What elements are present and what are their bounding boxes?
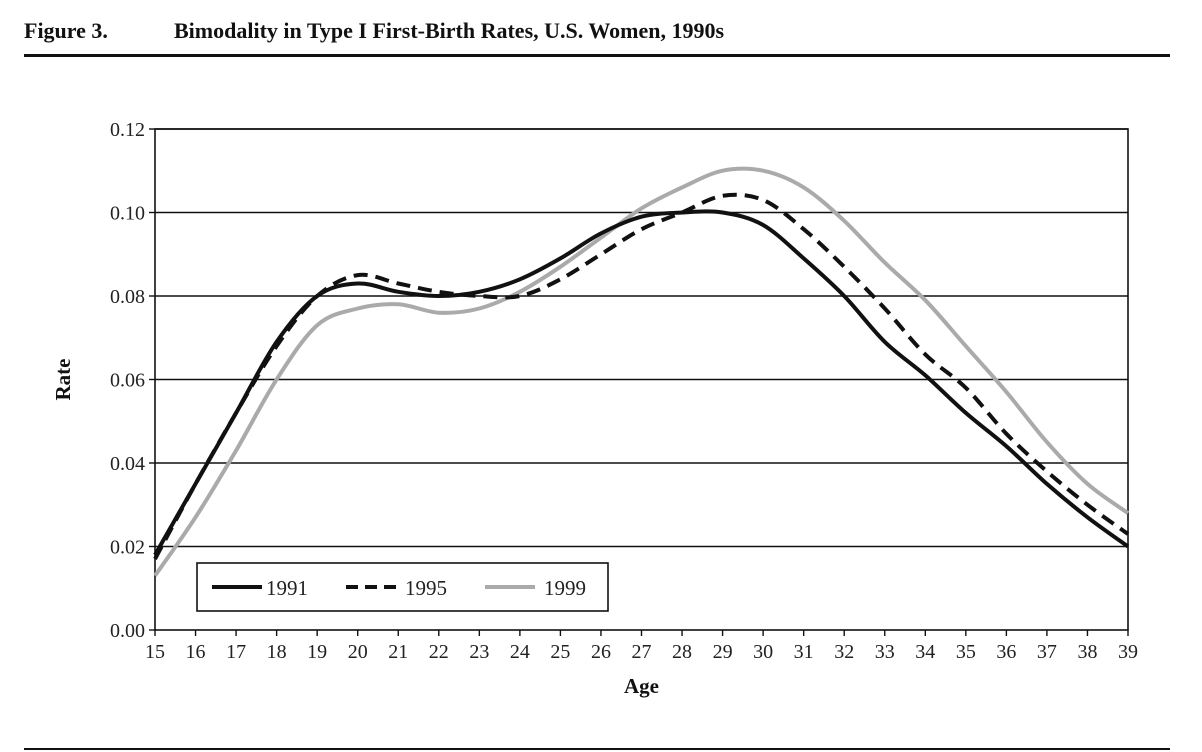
x-tick-label: 37	[1037, 641, 1057, 663]
y-axis-title: Rate	[51, 359, 75, 401]
y-tick-label: 0.08	[110, 286, 145, 308]
y-tick-label: 0.00	[110, 620, 145, 642]
y-tick-label: 0.06	[110, 370, 145, 392]
x-tick-label: 39	[1118, 641, 1138, 663]
x-tick-label: 20	[348, 641, 368, 663]
x-tick-label: 31	[794, 641, 814, 663]
x-tick-label: 29	[713, 641, 733, 663]
x-tick-label: 17	[226, 641, 246, 663]
x-tick-label: 25	[550, 641, 570, 663]
grid-lines	[155, 128, 1128, 548]
x-tick-label: 27	[632, 641, 652, 663]
y-tick-label: 0.10	[110, 203, 145, 225]
legend-box	[196, 562, 609, 612]
figure-title: Bimodality in Type I First-Birth Rates, …	[174, 18, 725, 43]
x-tick-label: 35	[956, 641, 976, 663]
x-tick-label: 32	[834, 641, 854, 663]
x-tick-label: 30	[753, 641, 773, 663]
axes: 0.00 0.02 0.04 0.06 0.08 0.10 0.12 15 16 17 18 19 20…	[51, 119, 1138, 698]
legend-label-1995: 1995	[405, 576, 447, 600]
figure-label: Figure 3.	[24, 18, 108, 43]
x-tick-label: 23	[469, 641, 489, 663]
x-tick-label: 21	[388, 641, 408, 663]
x-axis-title: Age	[624, 674, 659, 698]
y-tick-label: 0.04	[110, 453, 145, 475]
series-lines	[153, 166, 1130, 577]
x-tick-label: 38	[1077, 641, 1097, 663]
x-tick-label: 36	[996, 641, 1016, 663]
series-line-1999	[153, 166, 1130, 577]
top-rule	[24, 54, 1170, 57]
figure-header: Figure 3. Bimodality in Type I First-Bir…	[24, 14, 1170, 54]
x-tick-label: 28	[672, 641, 692, 663]
x-tick-label: 22	[429, 641, 449, 663]
legend-label-1999: 1999	[544, 576, 586, 600]
series-line-1995	[153, 192, 1130, 560]
legend: 1991 1995 1999	[196, 562, 609, 612]
y-tick-label: 0.02	[110, 537, 145, 559]
x-tick-label: 26	[591, 641, 611, 663]
bottom-rule	[24, 748, 1170, 750]
y-tick-label: 0.12	[110, 119, 145, 141]
x-tick-label: 16	[186, 641, 206, 663]
series-line-1991	[153, 209, 1130, 556]
x-tick-label: 34	[915, 641, 935, 663]
legend-label-1991: 1991	[266, 576, 308, 600]
x-tick-label: 19	[307, 641, 327, 663]
x-tick-label: 18	[267, 641, 287, 663]
x-tick-label: 33	[875, 641, 895, 663]
x-tick-label: 24	[510, 641, 530, 663]
x-tick-label: 15	[145, 641, 165, 663]
